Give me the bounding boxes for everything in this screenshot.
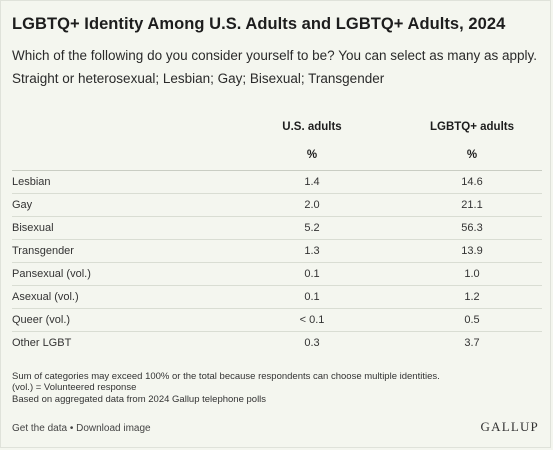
cell-us-adults: 2.0 bbox=[222, 193, 402, 217]
gallup-logo: GALLUP bbox=[480, 419, 539, 434]
cell-us-adults: 1.4 bbox=[222, 170, 402, 194]
row-label: Other LGBT bbox=[12, 331, 222, 354]
data-table: U.S. adults LGBTQ+ adults % % Lesbian 1.4… bbox=[12, 114, 542, 354]
cell-us-adults: 0.1 bbox=[222, 262, 402, 286]
row-label: Queer (vol.) bbox=[12, 308, 222, 332]
table-row: Gay 2.0 21.1 bbox=[12, 193, 542, 217]
row-label: Gay bbox=[12, 193, 222, 217]
note-source: Based on aggregated data from 2024 Gallu… bbox=[12, 394, 267, 405]
unit-header-us-adults: % bbox=[306, 149, 318, 161]
cell-lgbtq-adults: 1.0 bbox=[402, 262, 542, 286]
column-header-lgbtq-adults: LGBTQ+ adults bbox=[429, 121, 515, 133]
table-row: Asexual (vol.) 0.1 1.2 bbox=[12, 285, 542, 309]
table-row: Lesbian 1.4 14.6 bbox=[12, 170, 542, 194]
table-row: Pansexual (vol.) 0.1 1.0 bbox=[12, 262, 542, 286]
note-sum: Sum of categories may exceed 100% or the… bbox=[12, 371, 440, 382]
subtitle-options: Straight or heterosexual; Lesbian; Gay; … bbox=[12, 71, 385, 86]
table-row: Queer (vol.) < 0.1 0.5 bbox=[12, 308, 542, 332]
table-body: Lesbian 1.4 14.6 Gay 2.0 21.1 Bisexual 5.2 56.3 T… bbox=[12, 170, 542, 354]
column-header-us-adults: U.S. adults bbox=[282, 121, 342, 133]
cell-lgbtq-adults: 3.7 bbox=[402, 331, 542, 354]
cell-us-adults: 0.3 bbox=[222, 331, 402, 354]
footer-links: Get the data • Download image bbox=[12, 423, 151, 434]
cell-lgbtq-adults: 13.9 bbox=[402, 239, 542, 263]
row-label: Lesbian bbox=[12, 170, 222, 194]
unit-header-lgbtq-adults: % bbox=[466, 149, 478, 161]
row-label: Pansexual (vol.) bbox=[12, 262, 222, 286]
cell-lgbtq-adults: 56.3 bbox=[402, 216, 542, 240]
download-image-link[interactable]: Download image bbox=[76, 423, 151, 434]
cell-us-adults: 0.1 bbox=[222, 285, 402, 309]
cell-lgbtq-adults: 14.6 bbox=[402, 170, 542, 194]
table-row: Other LGBT 0.3 3.7 bbox=[12, 331, 542, 354]
cell-lgbtq-adults: 0.5 bbox=[402, 308, 542, 332]
note-volunteered: (vol.) = Volunteered response bbox=[12, 382, 137, 393]
subtitle-question: Which of the following do you consider y… bbox=[12, 48, 538, 63]
cell-lgbtq-adults: 21.1 bbox=[402, 193, 542, 217]
cell-us-adults: < 0.1 bbox=[222, 308, 402, 332]
row-label: Asexual (vol.) bbox=[12, 285, 222, 309]
get-data-link[interactable]: Get the data bbox=[12, 423, 68, 434]
cell-us-adults: 5.2 bbox=[222, 216, 402, 240]
cell-lgbtq-adults: 1.2 bbox=[402, 285, 542, 309]
cell-us-adults: 1.3 bbox=[222, 239, 402, 263]
footer-separator: • bbox=[67, 423, 77, 434]
unit-header-empty bbox=[12, 140, 222, 171]
row-label: Transgender bbox=[12, 239, 222, 263]
row-label: Bisexual bbox=[12, 216, 222, 240]
table-row: Transgender 1.3 13.9 bbox=[12, 239, 542, 263]
header-empty bbox=[12, 114, 222, 140]
chart-title: LGBTQ+ Identity Among U.S. Adults and LG… bbox=[12, 15, 506, 33]
table-row: Bisexual 5.2 56.3 bbox=[12, 216, 542, 240]
